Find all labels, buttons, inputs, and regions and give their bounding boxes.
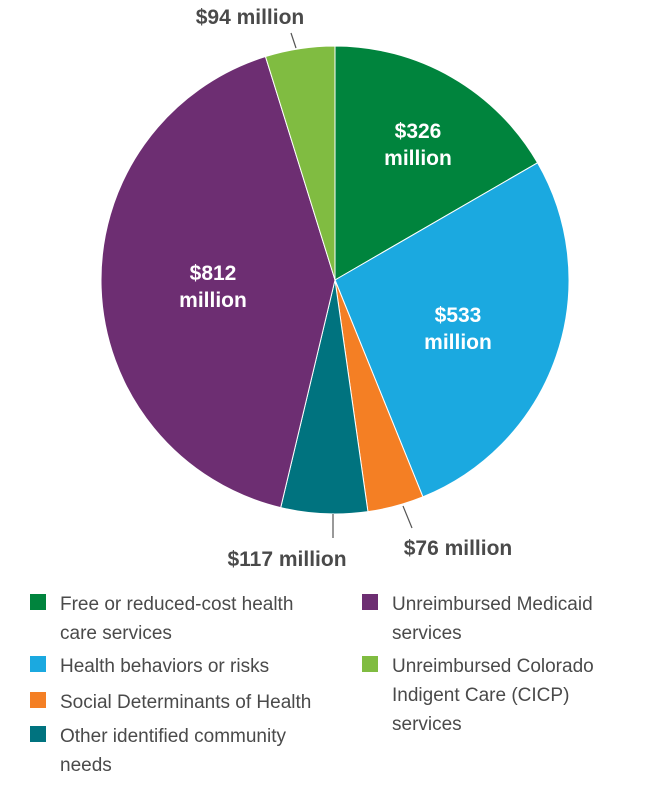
pie-slice-0 xyxy=(334,45,539,281)
leader-line-2 xyxy=(402,505,413,529)
slice-label-2: $76 million xyxy=(404,537,513,560)
slice-label-5: $94 million xyxy=(196,6,305,29)
pie-slice-4 xyxy=(100,55,336,509)
pie-slice-5 xyxy=(264,45,336,281)
leader-line-5 xyxy=(290,32,297,49)
slice-label-1: $533 million xyxy=(424,304,492,354)
slice-label-3: $117 million xyxy=(227,548,346,571)
slice-label-0: $326 million xyxy=(384,120,452,170)
pie-slice-1 xyxy=(334,162,570,498)
slice-label-4: $812 million xyxy=(179,262,247,312)
